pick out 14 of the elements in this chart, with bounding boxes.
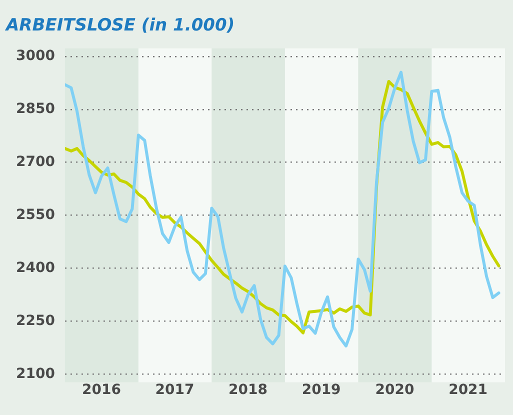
- y-tick-label: 2100: [16, 366, 56, 382]
- x-tick-label: 2021: [448, 382, 488, 398]
- y-tick-label: 2550: [16, 206, 56, 223]
- x-tick-label: 2020: [375, 382, 415, 398]
- y-tick-label: 2400: [16, 260, 56, 276]
- x-tick-label: 2018: [228, 382, 268, 398]
- chart-title: ARBEITSLOSE (in 1.000): [4, 16, 235, 36]
- y-tick-label: 2250: [16, 312, 56, 329]
- x-tick-label: 2016: [82, 382, 121, 398]
- x-tick-label: 2017: [155, 382, 194, 398]
- y-tick-label: 2850: [16, 101, 56, 118]
- y-tick-label: 3000: [16, 48, 56, 64]
- y-tick-label: 2700: [16, 154, 56, 170]
- x-tick-label: 2019: [302, 382, 341, 398]
